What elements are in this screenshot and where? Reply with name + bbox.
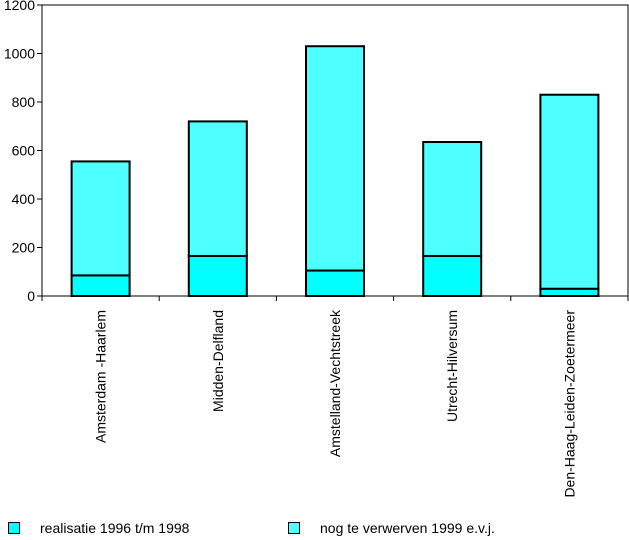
bar-segment-realisatie (187, 254, 248, 298)
x-axis: Amsterdam -Haarlem Midden-Delfland Amstell… (41, 296, 629, 498)
y-tick-label: 1200 (4, 0, 35, 13)
legend-item-nog-te-verwerven: nog te verwerven 1999 e.v.j. (288, 520, 495, 536)
x-category-label: Midden-Delfland (210, 310, 226, 412)
bar-segment-realisatie (539, 287, 600, 298)
y-tick-label: 0 (27, 288, 35, 304)
y-tick-label: 600 (12, 143, 36, 159)
legend-item-realisatie: realisatie 1996 t/m 1998 (8, 520, 189, 536)
y-tick-label: 200 (12, 240, 36, 256)
bar-segment-realisatie (422, 254, 483, 298)
stacked-bar-chart: 0 200 400 600 800 1000 1200 Amsterdam -Haarlem… (4, 0, 629, 498)
x-category-label: Utrecht-Hilversum (444, 310, 460, 422)
legend: realisatie 1996 t/m 1998 nog te verwerve… (0, 520, 629, 540)
legend-swatch-nog-te-verwerven (288, 522, 300, 534)
x-category-label: Amstelland-Vechtstreek (327, 309, 343, 457)
y-tick-label: 400 (12, 191, 36, 207)
x-category-label: Amsterdam -Haarlem (93, 310, 109, 443)
legend-swatch-realisatie (8, 522, 20, 534)
bar-segment-nog-te-verwerven (539, 93, 600, 290)
y-tick-label: 1000 (4, 46, 35, 62)
bar-segment-nog-te-verwerven (422, 141, 483, 257)
bars-group (70, 45, 600, 298)
bar-segment-realisatie (70, 274, 131, 298)
legend-label-realisatie: realisatie 1996 t/m 1998 (40, 520, 190, 536)
x-category-label: Den-Haag-Leiden-Zoetermeer (561, 310, 577, 498)
bar-segment-nog-te-verwerven (187, 120, 248, 257)
bar-segment-nog-te-verwerven (70, 160, 131, 277)
legend-label-nog-te-verwerven: nog te verwerven 1999 e.v.j. (320, 520, 495, 536)
bar-segment-nog-te-verwerven (305, 45, 365, 272)
bar-segment-realisatie (305, 269, 365, 298)
y-axis: 0 200 400 600 800 1000 1200 (4, 0, 42, 304)
y-tick-label: 800 (12, 94, 36, 110)
